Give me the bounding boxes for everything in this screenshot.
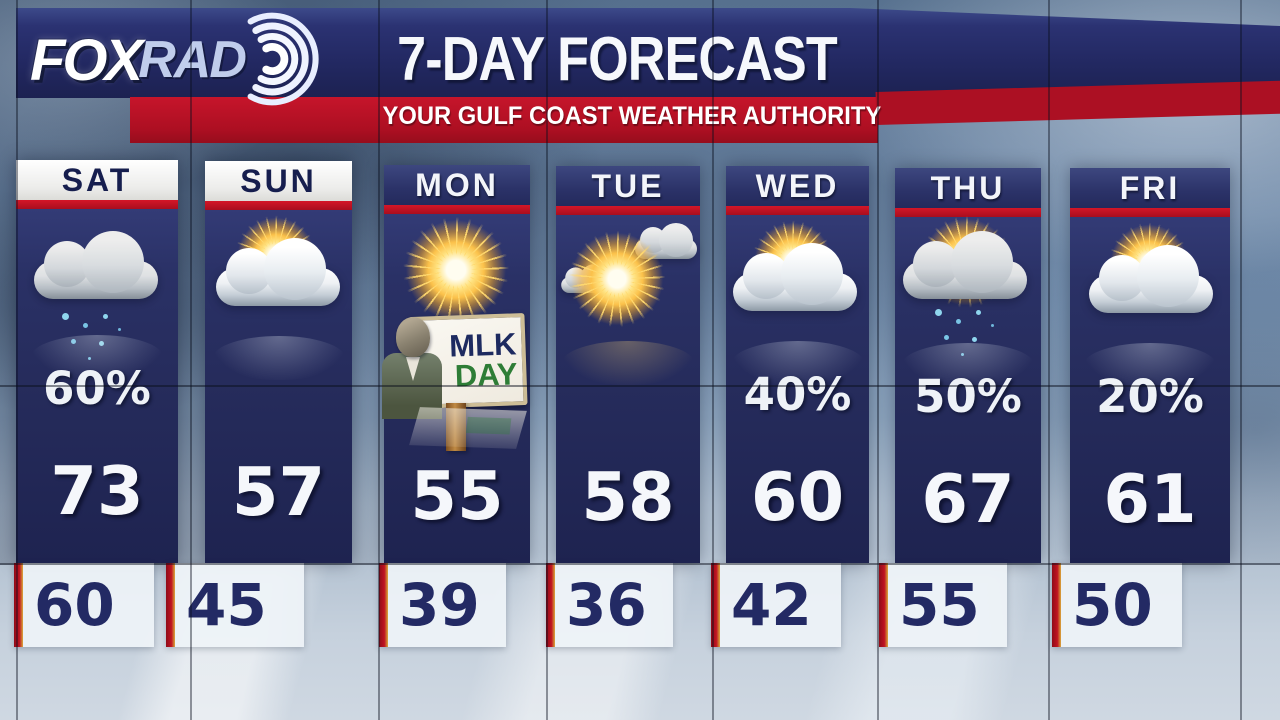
red-accent-bar [379,563,388,647]
day-header: FRI [1070,168,1230,208]
low-temp: 42 [731,571,812,639]
foxrad-logo: FOX RAD [30,12,359,106]
sun-behind-cloud-icon [204,216,354,380]
panel-seam [1048,0,1050,720]
banner-background [16,8,1280,98]
panel-seam [0,385,1280,387]
low-temp-box-fri: 50 [1052,563,1182,647]
forecast-column-mon: MON MLK DAY 55 [382,165,532,563]
low-temp: 36 [566,571,647,639]
low-temp-box-sun: 45 [166,563,304,647]
panel-seam [1240,0,1242,720]
high-temp: 61 [1103,460,1197,538]
low-temp: 45 [186,571,267,639]
low-temp: 60 [34,571,115,639]
sunny-icon [382,218,532,342]
low-temp-box-wed: 42 [711,563,841,647]
panel-seam [16,0,18,720]
day-header: SAT [16,160,178,200]
panel-seam [0,563,1280,565]
radar-arcs-icon [247,12,319,106]
red-accent-bar [546,563,555,647]
day-label: THU [930,170,1006,206]
low-temp: 50 [1072,571,1153,639]
red-accent-bar [14,563,23,647]
low-temp-box-sat: 60 [14,563,154,647]
day-panel: 40% 60 [726,215,869,563]
day-panel: MLK DAY 55 [382,214,532,563]
day-header: SUN [205,161,352,201]
mostly-sunny-icon [553,223,703,385]
low-temp-box-mon: 39 [379,563,506,647]
forecast-column-tue: TUE 58 [556,166,700,563]
day-panel: 57 [205,210,352,563]
panel-seam [378,0,380,720]
sun-rain-cloud-icon [893,217,1043,387]
day-header: WED [726,166,869,206]
sun-behind-cloud-icon [1075,223,1225,387]
forecast-column-thu: THU 50% 67 [895,168,1041,563]
header-red-stripe [556,206,700,215]
header-red-stripe [16,200,178,209]
day-header: TUE [556,166,700,206]
day-label: SUN [240,163,317,199]
precip-chance: 20% [1096,370,1204,423]
high-temp: 60 [750,458,845,536]
rain-cloud-icon [22,217,172,379]
forecast-column-sat: SAT 60% 73 [16,160,178,563]
precip-chance: 50% [914,370,1022,423]
page-subtitle: YOUR GULF COAST WEATHER AUTHORITY [382,102,882,130]
sun-behind-cloud-icon [723,221,873,385]
low-temp-box-tue: 36 [546,563,673,647]
day-header: MON [384,165,530,205]
mlk-portrait-head [396,317,430,357]
forecast-column-sun: SUN 57 [205,161,352,563]
day-label: FRI [1119,170,1181,206]
high-temp: 67 [921,460,1015,538]
logo-fox-text: FOX [30,27,143,93]
high-temp: 57 [231,453,326,531]
day-label: MON [415,167,499,203]
panel-seam [877,0,879,720]
red-accent-bar [879,563,888,647]
precip-chance: 60% [43,362,151,415]
logo-rad-text: RAD [138,31,247,89]
forecast-column-fri: FRI 20% 61 [1070,168,1230,563]
day-panel: 60% 73 [16,209,178,563]
panel-seam [546,0,548,720]
panel-seam [190,0,192,720]
day-label: WED [755,168,840,204]
day-panel: 58 [556,215,700,563]
page-title: 7-DAY FORECAST [397,25,838,94]
day-panel: 50% 67 [895,217,1041,563]
precip-chance: 40% [743,368,852,421]
mlk-day-graphic: MLK DAY [382,309,532,451]
forecast-column-wed: WED 40% 60 [726,166,869,563]
high-temp: 55 [410,457,504,535]
red-accent-bar [1052,563,1061,647]
day-label: TUE [591,168,665,204]
high-temp: 58 [581,458,675,536]
day-label: SAT [61,162,133,198]
low-temp: 55 [899,571,980,639]
banner-red-band [130,97,878,143]
day-header: THU [895,168,1041,208]
panel-seam [712,0,714,720]
low-temp-box-thu: 55 [879,563,1007,647]
red-accent-bar [166,563,175,647]
high-temp: 73 [50,452,144,530]
day-panel: 20% 61 [1070,217,1230,563]
red-accent-bar [711,563,720,647]
sign-reflection [409,407,527,449]
low-temp: 39 [399,571,480,639]
